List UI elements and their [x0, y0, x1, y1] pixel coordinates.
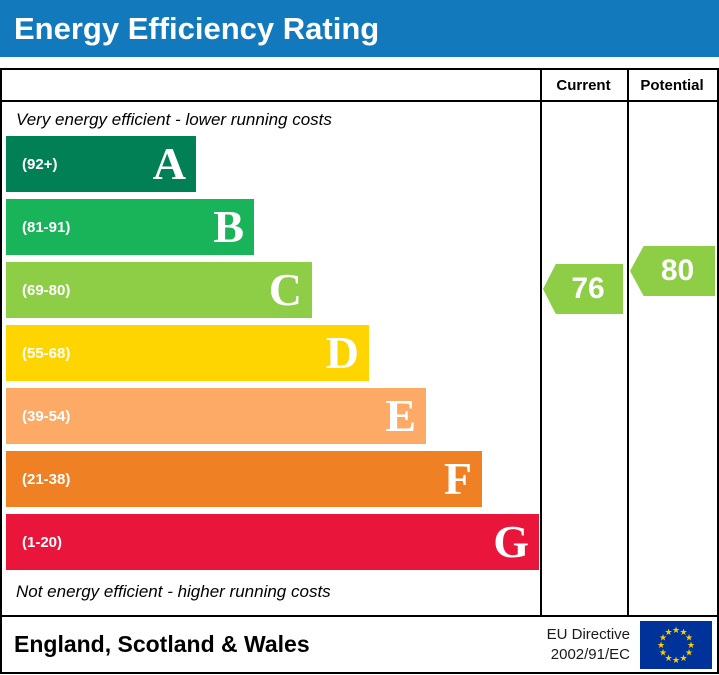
svg-text:★: ★: [679, 653, 687, 663]
band-letter: D: [325, 327, 359, 378]
svg-text:★: ★: [687, 640, 695, 650]
svg-text:★: ★: [657, 640, 665, 650]
column-header-divider: [2, 100, 717, 102]
svg-text:★: ★: [672, 655, 680, 665]
band-bar-a: (92+) A: [6, 136, 196, 192]
band-row-f: (21-38) F: [6, 451, 540, 507]
current-rating-value: 76: [571, 272, 605, 305]
page-title: Energy Efficiency Rating: [14, 10, 380, 46]
current-column-divider: [540, 70, 542, 615]
band-range-label: (69-80): [22, 281, 71, 299]
band-range-label: (39-54): [22, 407, 71, 425]
band-bar-e: (39-54) E: [6, 388, 426, 444]
band-letter: C: [268, 264, 302, 315]
footer-right: EU Directive 2002/91/EC ★ ★ ★ ★ ★ ★ ★ ★ …: [547, 620, 712, 669]
rating-chart-box: Current Potential Very energy efficient …: [0, 68, 719, 674]
band-letter: G: [493, 516, 529, 567]
band-row-a: (92+) A: [6, 136, 540, 192]
eu-flag-icon: ★ ★ ★ ★ ★ ★ ★ ★ ★ ★ ★ ★: [640, 620, 712, 669]
eu-directive-text: EU Directive 2002/91/EC: [547, 625, 630, 664]
title-bar: Energy Efficiency Rating: [0, 0, 719, 57]
band-letter: A: [152, 138, 186, 189]
band-range-label: (21-38): [22, 470, 71, 488]
bottom-note: Not energy efficient - higher running co…: [16, 582, 331, 601]
svg-text:★: ★: [685, 647, 693, 657]
potential-rating-pointer: 80: [630, 246, 715, 296]
band-bar-c: (69-80) C: [6, 262, 312, 318]
svg-text:★: ★: [664, 653, 672, 663]
svg-text:★: ★: [664, 627, 672, 637]
band-range-label: (92+): [22, 155, 58, 173]
eu-directive-line1: EU Directive: [546, 626, 630, 643]
potential-rating-value: 80: [660, 254, 695, 287]
region-label: England, Scotland & Wales: [14, 631, 310, 657]
band-letter: F: [443, 453, 472, 504]
band-bar-b: (81-91) B: [6, 199, 254, 255]
band-range-label: (81-91): [22, 218, 71, 236]
eu-directive-line2: 2002/91/EC: [550, 645, 630, 663]
potential-column-header: Potential: [640, 76, 704, 94]
svg-text:★: ★: [659, 632, 667, 642]
current-column-header: Current: [556, 76, 611, 94]
band-bar-f: (21-38) F: [6, 451, 482, 507]
band-bar-g: (1-20) G: [6, 514, 539, 570]
band-row-e: (39-54) E: [6, 388, 540, 444]
band-range-label: (55-68): [22, 344, 71, 362]
band-row-g: (1-20) G: [6, 514, 540, 570]
svg-text:★: ★: [672, 625, 680, 635]
current-rating-pointer: 76: [543, 264, 623, 314]
band-row-b: (81-91) B: [6, 199, 540, 255]
potential-column-divider: [627, 70, 629, 615]
top-note: Very energy efficient - lower running co…: [16, 110, 332, 129]
svg-text:★: ★: [659, 647, 667, 657]
band-row-d: (55-68) D: [6, 325, 540, 381]
svg-text:★: ★: [679, 627, 687, 637]
chart-footer: England, Scotland & Wales EU Directive 2…: [2, 617, 717, 672]
band-letter: E: [385, 390, 416, 441]
band-bar-d: (55-68) D: [6, 325, 369, 381]
band-range-label: (1-20): [22, 533, 63, 551]
svg-text:★: ★: [685, 632, 693, 642]
band-letter: B: [213, 201, 244, 252]
band-row-c: (69-80) C: [6, 262, 540, 318]
rating-chart-area: Current Potential Very energy efficient …: [2, 70, 717, 617]
rating-bands: (92+) A (81-91) B (69-80) C: [6, 136, 540, 577]
